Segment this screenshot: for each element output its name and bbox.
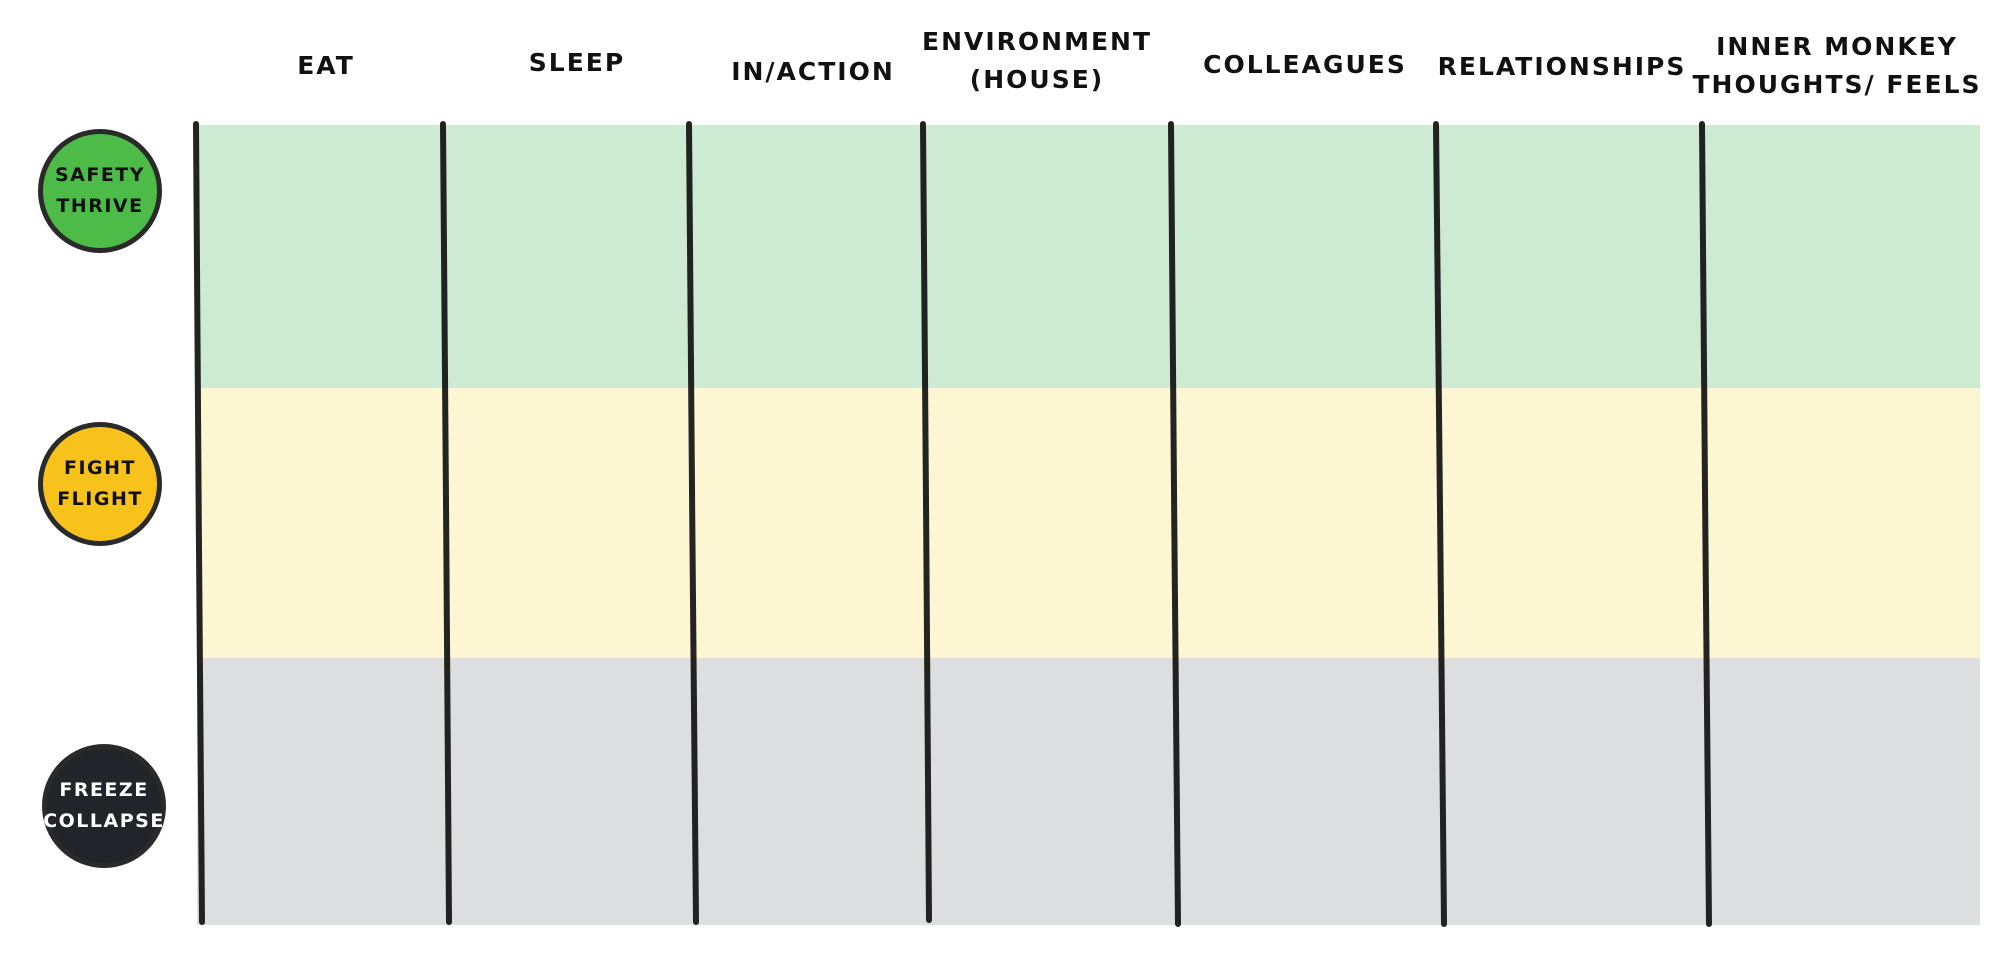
zone-badge-fight-flight: FIGHT FLIGHT	[38, 422, 162, 546]
column-header-in-action: IN/ACTION	[731, 57, 895, 86]
column-divider-line	[1699, 121, 1712, 927]
zone-band-freeze-collapse	[197, 658, 1980, 925]
column-divider-line	[920, 121, 932, 923]
zone-band-fight-flight	[197, 388, 1980, 658]
column-header-inner-monkey: INNER MONKEY THOUGHTS/ FEELS	[1692, 32, 1982, 99]
zone-label-safety-thrive: SAFETY THRIVE	[54, 164, 146, 217]
column-divider-line	[440, 121, 452, 925]
column-header-eat: EAT	[297, 51, 355, 80]
column-header-sleep: SLEEP	[528, 48, 626, 77]
column-header-environment: ENVIRONMENT (HOUSE)	[921, 27, 1153, 94]
column-header-relationships: RELATIONSHIPS	[1437, 52, 1687, 81]
zone-band-safety-thrive	[197, 125, 1980, 388]
zone-badge-freeze-collapse: FREEZE COLLAPSE	[42, 744, 166, 868]
column-divider-line	[1433, 121, 1447, 927]
column-divider-line	[1168, 121, 1181, 927]
column-divider-line	[686, 121, 699, 925]
zone-badge-safety-thrive: SAFETY THRIVE	[38, 129, 162, 253]
column-divider-line	[193, 121, 205, 925]
zone-label-freeze-collapse: FREEZE COLLAPSE	[43, 779, 165, 832]
column-header-colleagues: COLLEAGUES	[1203, 50, 1407, 79]
zone-label-fight-flight: FIGHT FLIGHT	[57, 457, 143, 510]
